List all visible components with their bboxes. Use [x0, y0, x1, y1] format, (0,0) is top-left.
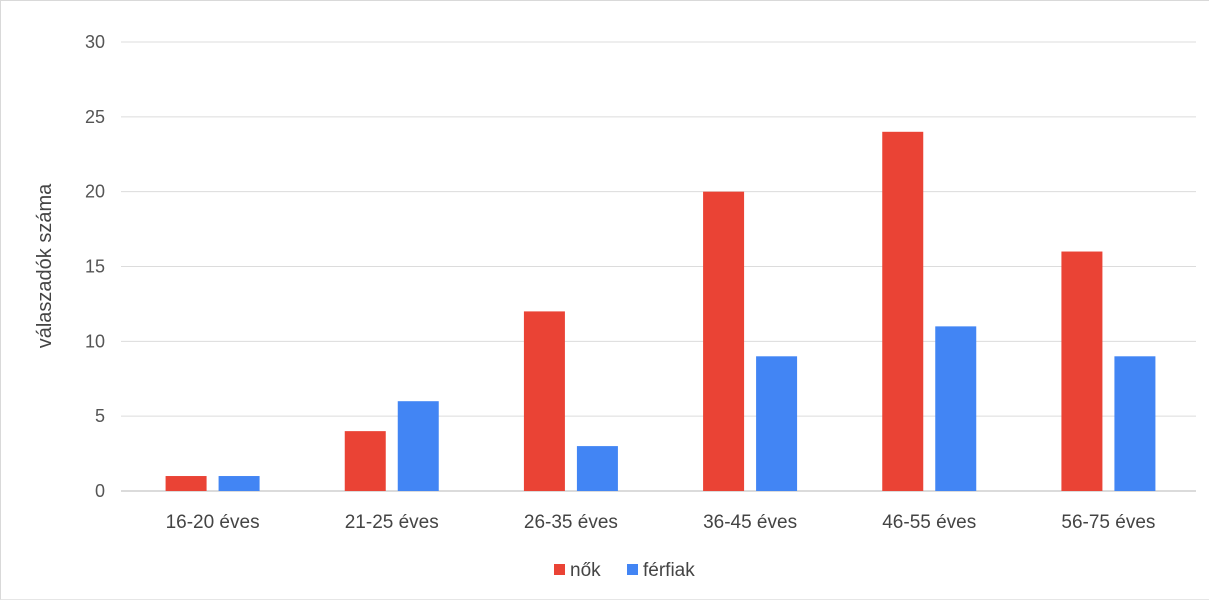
y-tick-label: 30 — [85, 32, 105, 52]
x-category-label: 26-35 éves — [524, 512, 618, 533]
bars — [165, 131, 1156, 492]
x-category-label: 16-20 éves — [166, 512, 260, 533]
y-axis-ticks: 0 5 10 15 20 25 30 — [85, 32, 105, 501]
legend-label: nők — [570, 560, 601, 581]
y-tick-label: 5 — [95, 406, 105, 426]
legend: nők férfiak — [554, 560, 695, 581]
bar-nok — [703, 191, 745, 491]
y-tick-label: 10 — [85, 331, 105, 351]
legend-swatch — [627, 564, 638, 575]
bar-ferfiak — [1114, 356, 1156, 491]
bar-nok — [165, 476, 207, 491]
bar-ferfiak — [397, 401, 439, 491]
bar-ferfiak — [756, 356, 798, 491]
legend-swatch — [554, 564, 565, 575]
bar-nok — [523, 311, 565, 491]
y-tick-label: 20 — [85, 182, 105, 202]
bar-ferfiak — [218, 476, 260, 491]
y-tick-label: 25 — [85, 107, 105, 127]
x-category-label: 56-75 éves — [1061, 512, 1155, 533]
bar-ferfiak — [935, 326, 977, 491]
x-axis-categories: 16-20 éves 21-25 éves 26-35 éves 36-45 éves… — [166, 512, 1156, 533]
bar-nok — [344, 431, 386, 491]
y-tick-label: 0 — [95, 481, 105, 501]
x-category-label: 21-25 éves — [345, 512, 439, 533]
bar-ferfiak — [576, 446, 618, 491]
legend-label: férfiak — [643, 560, 695, 581]
x-category-label: 46-55 éves — [882, 512, 976, 533]
y-axis-title: válaszadók száma — [34, 183, 56, 348]
y-tick-label: 15 — [85, 257, 105, 277]
gridlines — [121, 41, 1196, 492]
bar-nok — [1061, 251, 1103, 491]
x-category-label: 36-45 éves — [703, 512, 797, 533]
bar-nok — [882, 131, 924, 492]
